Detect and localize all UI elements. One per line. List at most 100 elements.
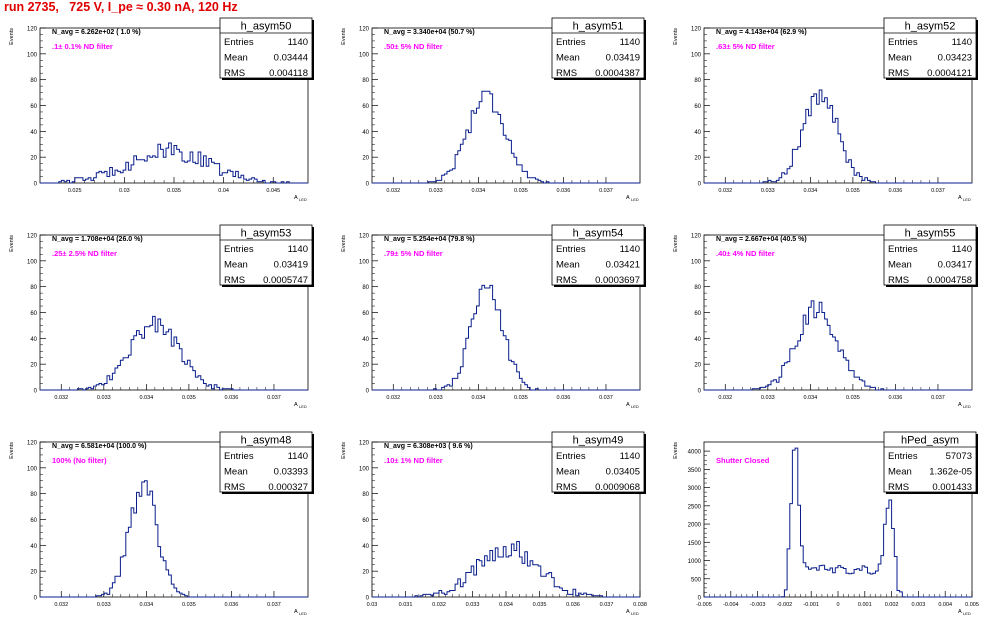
stats-label: Entries xyxy=(888,451,918,462)
y-tick-label: 60 xyxy=(362,518,369,524)
y-tick-label: 100 xyxy=(27,52,38,58)
stats-label: Entries xyxy=(556,244,586,255)
stats-value: 0.0004121 xyxy=(927,68,972,79)
stats-label: Mean xyxy=(888,467,912,478)
x-tick-label: 0.035 xyxy=(514,188,528,194)
histogram-svg: 0 20 40 60 80 100 120 0.032 0.033 0.034 0.035 0.036… xyxy=(341,17,646,202)
n-avg-annotation: N_avg = 2.667e+04 (40.5 %) xyxy=(716,236,807,243)
histogram-line xyxy=(40,480,308,598)
y-tick-label: 60 xyxy=(30,104,37,110)
n-avg-annotation: N_avg = 1.708e+04 (26.0 %) xyxy=(52,236,143,243)
x-tick-label: 0.033 xyxy=(97,602,111,608)
histogram-line xyxy=(704,447,972,598)
y-tick-label: 120 xyxy=(691,27,702,33)
histogram-svg: 0 20 40 60 80 100 120 0.032 0.033 0.034 0.035 0.036… xyxy=(673,17,978,202)
histogram-name: h_asym54 xyxy=(573,228,624,240)
stats-value: 1140 xyxy=(952,244,972,255)
stats-shadow-bottom xyxy=(886,78,978,80)
x-tick-label: 0.035 xyxy=(514,395,528,401)
y-axis-label: Events xyxy=(673,442,679,459)
x-tick-label: 0.034 xyxy=(139,395,153,401)
y-tick-label: 100 xyxy=(691,52,702,58)
stats-value: 1140 xyxy=(620,244,640,255)
n-avg-annotation: N_avg = 4.143e+04 (62.9 %) xyxy=(716,29,807,36)
y-axis-label: Events xyxy=(9,28,15,45)
y-tick-label: 120 xyxy=(359,441,370,447)
x-tick-label: 0.033 xyxy=(429,188,443,194)
stats-label: Entries xyxy=(224,451,254,462)
page-title: run 2735, 725 V, I_pe ≈ 0.30 nA, 120 Hz xyxy=(4,0,238,14)
histogram-name: hPed_asym xyxy=(901,435,959,447)
x-tick-label: 0.035 xyxy=(182,602,196,608)
stats-label: Mean xyxy=(224,53,248,64)
x-tick-label: -0.002 xyxy=(777,602,793,608)
histogram-name: h_asym55 xyxy=(905,228,956,240)
x-tick-label: 0.004 xyxy=(938,602,952,608)
x-tick-label: 0.033 xyxy=(466,602,480,608)
x-tick-label: 0.034 xyxy=(471,395,485,401)
stats-label: Mean xyxy=(224,260,248,271)
y-tick-label: 120 xyxy=(359,27,370,33)
x-axis-label-subscript: LED xyxy=(963,404,971,409)
y-tick-label: 1000 xyxy=(688,559,702,565)
stats-shadow-right xyxy=(312,227,314,287)
x-tick-label: 0.035 xyxy=(846,188,860,194)
stats-box xyxy=(883,224,977,286)
stats-value: 0.0004758 xyxy=(927,275,972,286)
y-tick-label: 20 xyxy=(362,156,369,162)
x-axis-label-subscript: LED xyxy=(299,197,307,202)
y-tick-label: 0 xyxy=(366,596,370,602)
y-tick-label: 0 xyxy=(34,389,38,395)
n-avg-annotation: N_avg = 6.581e+04 (100.0 %) xyxy=(52,443,147,450)
stats-shadow-right xyxy=(312,20,314,80)
y-tick-label: 0 xyxy=(34,182,38,188)
y-tick-label: 80 xyxy=(30,492,37,498)
y-tick-label: 0 xyxy=(698,389,702,395)
x-tick-label: 0.002 xyxy=(885,602,899,608)
stats-label: RMS xyxy=(556,275,577,286)
x-tick-label: 0.032 xyxy=(386,188,400,194)
x-tick-label: 0.032 xyxy=(718,395,732,401)
histogram-name: h_asym51 xyxy=(573,21,624,33)
x-tick-label: 0.03 xyxy=(119,188,130,194)
x-tick-label: 0.033 xyxy=(429,395,443,401)
stats-value: 0.03421 xyxy=(606,260,640,271)
stats-value: 0.03393 xyxy=(274,467,308,478)
x-axis-label: A xyxy=(958,195,962,201)
x-tick-label: 0.037 xyxy=(599,395,613,401)
x-tick-label: 0.03 xyxy=(367,602,378,608)
stats-label: Entries xyxy=(224,244,254,255)
y-tick-label: 0 xyxy=(698,596,702,602)
y-tick-label: 20 xyxy=(694,363,701,369)
n-avg-annotation: N_avg = 6.308e+03 ( 9.6 %) xyxy=(384,443,473,450)
stats-label: RMS xyxy=(556,482,577,493)
x-tick-label: 0.037 xyxy=(600,602,614,608)
x-axis-label: A xyxy=(294,609,298,615)
x-tick-label: 0.032 xyxy=(718,188,732,194)
filter-annotation: .63± 5% ND filter xyxy=(716,42,775,51)
x-tick-label: 0.036 xyxy=(557,395,571,401)
histogram-name: h_asym52 xyxy=(905,21,956,33)
x-axis-label: A xyxy=(626,609,630,615)
stats-value: 0.001433 xyxy=(932,482,972,493)
y-tick-label: 20 xyxy=(362,363,369,369)
x-tick-label: 0.033 xyxy=(97,395,111,401)
x-tick-label: 0.032 xyxy=(432,602,446,608)
y-tick-label: 20 xyxy=(694,156,701,162)
stats-label: Entries xyxy=(556,451,586,462)
histogram-line xyxy=(372,541,640,598)
stats-value: 0.03419 xyxy=(274,260,308,271)
x-tick-label: 0.04 xyxy=(218,188,229,194)
y-tick-label: 120 xyxy=(27,441,38,447)
stats-box xyxy=(883,17,977,79)
stats-value: 0.0005747 xyxy=(263,275,308,286)
histogram-panel-hPed_asym: 0 500 1000 1500 2000 2500 3000 3500 4000 -0.005 -0… xyxy=(664,414,996,621)
y-tick-label: 2500 xyxy=(688,504,702,510)
histogram-svg: 0 500 1000 1500 2000 2500 3000 3500 4000 -0.005 -0… xyxy=(673,431,979,616)
y-tick-label: 100 xyxy=(359,466,370,472)
stats-shadow-bottom xyxy=(886,285,978,287)
x-axis-label: A xyxy=(626,402,630,408)
stats-value: 1140 xyxy=(620,451,640,462)
x-tick-label: 0.038 xyxy=(633,602,647,608)
